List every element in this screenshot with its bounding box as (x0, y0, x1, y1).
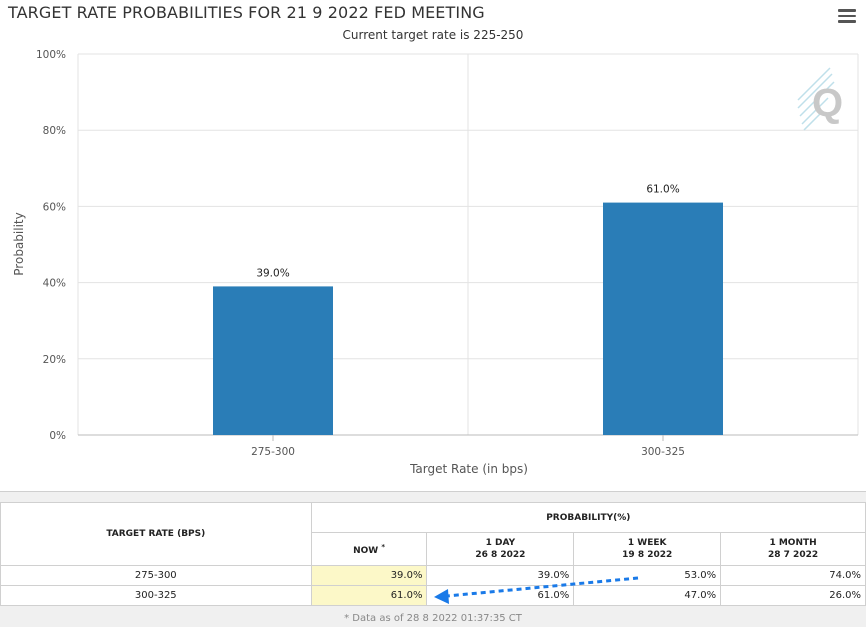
y-axis-title: Probability (12, 212, 26, 275)
data-labels: 39.0% 61.0% (256, 184, 679, 280)
header-probability: PROBABILITY(%) (310, 502, 866, 533)
hamburger-menu-icon[interactable] (838, 9, 856, 23)
cell-probability: 47.0% (573, 585, 722, 606)
header-col-1-week: 1 WEEK 19 8 2022 (573, 532, 722, 566)
bar-275-300[interactable] (213, 286, 333, 435)
probability-table: TARGET RATE (BPS) PROBABILITY(%) NOW * 1 … (0, 502, 866, 606)
x-tick-label: 275-300 (251, 446, 295, 458)
y-tick-label: 0% (49, 430, 66, 442)
table-row: 275-300 39.0% 39.0% 53.0% 74.0% (0, 565, 866, 586)
cell-probability: 74.0% (720, 565, 866, 586)
header-col-1-month: 1 MONTH 28 7 2022 (720, 532, 866, 566)
header-target-rate: TARGET RATE (BPS) (0, 502, 312, 566)
chart-grid (77, 53, 859, 436)
cell-probability: 26.0% (720, 585, 866, 606)
y-tick-label: 40% (43, 278, 66, 290)
cell-probability: 39.0% (310, 565, 428, 586)
bar-data-label: 39.0% (256, 267, 289, 279)
bar-chart: Q 0% 20% 40% 60% 80% 100% 39.0% 61.0% 275-300 3… (12, 49, 859, 476)
chart-title: TARGET RATE PROBABILITIES FOR 21 9 2022 … (8, 3, 485, 22)
probability-table-panel: TARGET RATE (BPS) PROBABILITY(%) NOW * 1 … (0, 491, 866, 627)
q-logo-icon: Q (797, 67, 843, 131)
y-axis-ticks: 0% 20% 40% 60% 80% 100% (36, 49, 66, 442)
cell-probability: 53.0% (573, 565, 722, 586)
cell-probability: 61.0% (426, 585, 575, 606)
y-tick-label: 100% (36, 49, 66, 61)
x-axis-title: Target Rate (in bps) (409, 462, 528, 476)
bar-data-label: 61.0% (646, 184, 679, 196)
y-tick-label: 60% (43, 201, 66, 213)
q-logo-letter: Q (812, 81, 843, 125)
data-timestamp-footnote: * Data as of 28 8 2022 01:37:35 CT (344, 613, 522, 624)
cell-target-rate: 275-300 (0, 565, 312, 586)
header-col-now: NOW * (310, 532, 428, 566)
x-tick-label: 300-325 (641, 446, 685, 458)
chart-subtitle: Current target rate is 225-250 (342, 28, 524, 42)
bar-series (213, 202, 723, 435)
header-col-1-day: 1 DAY 26 8 2022 (426, 532, 575, 566)
x-axis-ticks: 275-300 300-325 (251, 435, 685, 458)
table-body: 275-300 39.0% 39.0% 53.0% 74.0% 300-325 61.0% 6… (0, 565, 866, 606)
y-tick-label: 20% (43, 354, 66, 366)
y-tick-label: 80% (43, 125, 66, 137)
bar-300-325[interactable] (603, 202, 723, 435)
cell-probability: 61.0% (310, 585, 428, 606)
table-row: 300-325 61.0% 61.0% 47.0% 26.0% (0, 585, 866, 606)
cell-target-rate: 300-325 (0, 585, 312, 606)
cell-probability: 39.0% (426, 565, 575, 586)
